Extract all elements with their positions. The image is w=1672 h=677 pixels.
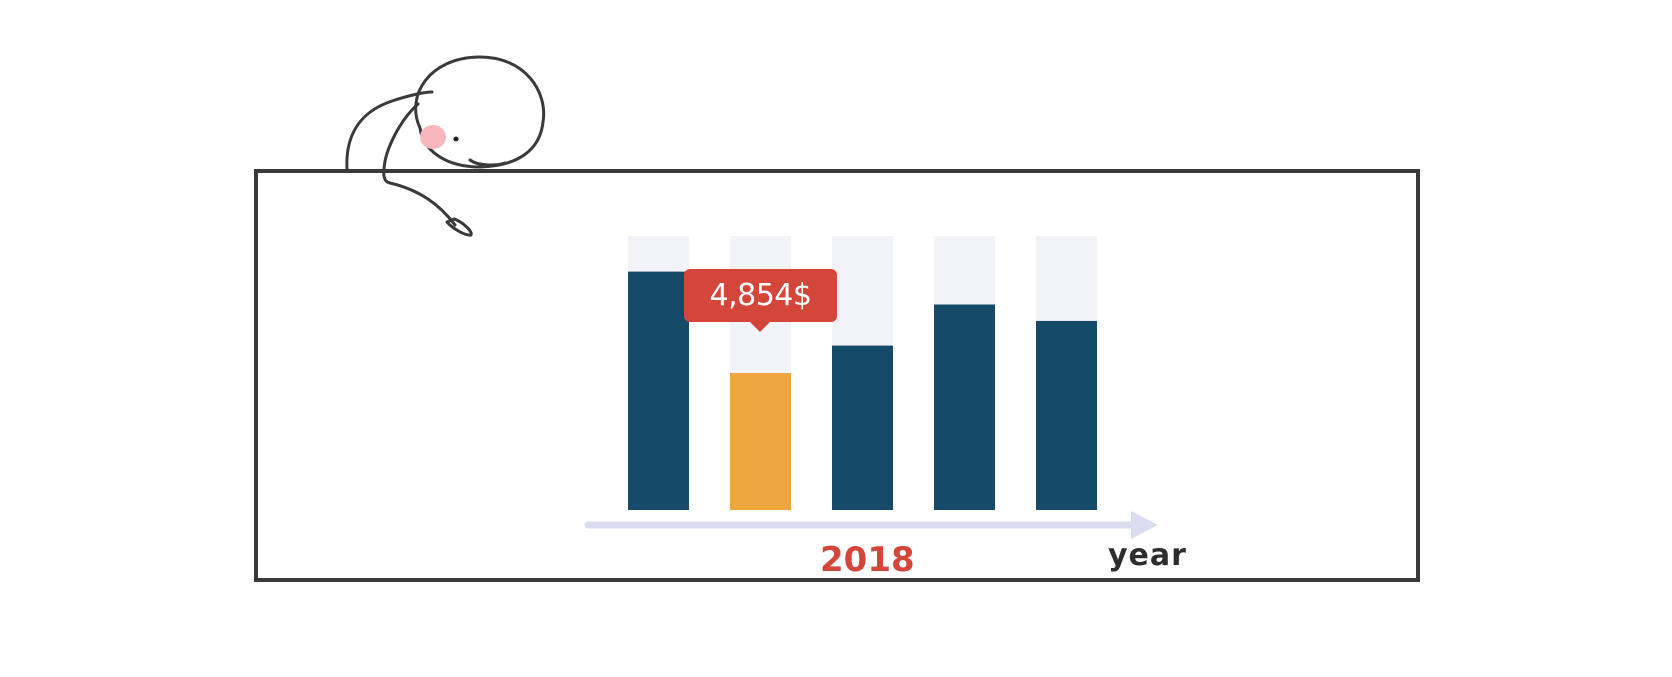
bar-highlighted <box>730 373 791 510</box>
x-axis-label: year <box>1108 538 1187 573</box>
character-cheek <box>420 125 446 149</box>
character-back <box>345 90 434 171</box>
bar <box>934 304 995 510</box>
bar <box>1036 320 1097 510</box>
bar <box>628 271 689 510</box>
character-arm <box>382 102 457 227</box>
x-axis-arrow <box>584 511 1158 539</box>
character-eye <box>453 136 459 142</box>
character-head <box>414 55 546 169</box>
character-hand <box>445 217 473 237</box>
value-tooltip: 4,854$ <box>684 269 837 322</box>
selected-year-label: 2018 <box>820 540 915 580</box>
bars-layer <box>628 236 1097 510</box>
bar <box>832 345 893 510</box>
chart-frame <box>254 169 1420 582</box>
character-chin <box>468 158 507 167</box>
tooltip-pointer <box>749 321 771 332</box>
